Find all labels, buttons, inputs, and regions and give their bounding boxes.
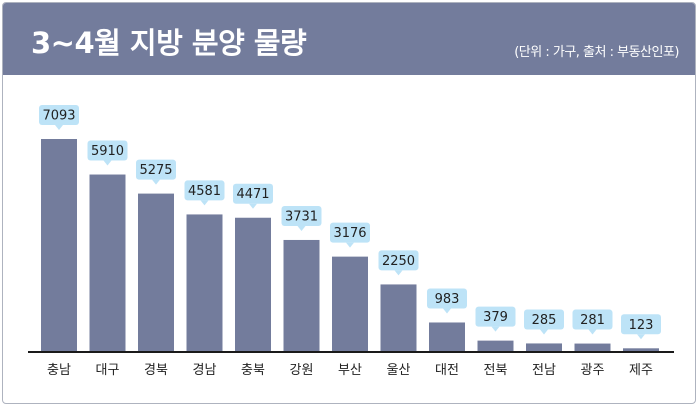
data-label-충북: 4471 bbox=[233, 183, 273, 209]
data-label-충남: 7093 bbox=[39, 105, 79, 130]
data-label-부산: 3176 bbox=[330, 222, 370, 248]
tick-label-경남: 경남 bbox=[193, 363, 217, 378]
chart-card: 3~4월 지방 분양 물량 (단위 : 가구, 출처 : 부동산인포) 7093… bbox=[2, 2, 696, 404]
bar-경남 bbox=[186, 214, 223, 352]
bar-강원 bbox=[283, 239, 320, 352]
tick-label-대전: 대전 bbox=[435, 363, 459, 378]
bar-chart: 7093 충남 5910 대구 5275 경북 4581 경남 4471 충북 3731 강원 3176… bbox=[28, 105, 674, 378]
svg-text:5910: 5910 bbox=[91, 144, 124, 159]
data-label-전북: 379 bbox=[475, 306, 516, 332]
data-label-울산: 2250 bbox=[378, 250, 419, 276]
data-label-대구: 5910 bbox=[87, 140, 128, 166]
svg-text:281: 281 bbox=[580, 313, 605, 328]
svg-text:983: 983 bbox=[435, 292, 460, 307]
data-label-강원: 3731 bbox=[281, 205, 322, 231]
tick-label-전남: 전남 bbox=[532, 363, 556, 378]
tick-label-부산: 부산 bbox=[338, 363, 362, 378]
tick-label-경북: 경북 bbox=[144, 363, 168, 378]
chart-title: 3~4월 지방 분양 물량 bbox=[31, 26, 307, 60]
chart-header: 3~4월 지방 분양 물량 (단위 : 가구, 출처 : 부동산인포) bbox=[3, 3, 695, 75]
svg-text:379: 379 bbox=[483, 310, 508, 325]
tick-label-제주: 제주 bbox=[629, 363, 653, 378]
tick-label-전북: 전북 bbox=[484, 363, 508, 378]
data-label-전남: 285 bbox=[524, 309, 564, 335]
data-label-제주: 123 bbox=[621, 314, 661, 340]
data-label-대전: 983 bbox=[427, 288, 467, 314]
bar-전북 bbox=[477, 340, 514, 352]
svg-text:7093: 7093 bbox=[42, 109, 75, 124]
bar-대전 bbox=[429, 322, 465, 352]
svg-text:3176: 3176 bbox=[333, 226, 366, 241]
bar-대구 bbox=[89, 174, 126, 352]
tick-label-울산: 울산 bbox=[387, 363, 411, 378]
svg-text:123: 123 bbox=[629, 318, 654, 333]
tick-label-강원: 강원 bbox=[290, 363, 314, 378]
svg-text:285: 285 bbox=[532, 313, 557, 328]
tick-label-충남: 충남 bbox=[47, 363, 71, 378]
bar-울산 bbox=[380, 284, 417, 352]
svg-text:4471: 4471 bbox=[236, 187, 269, 202]
tick-label-충북: 충북 bbox=[241, 363, 265, 378]
data-label-광주: 281 bbox=[572, 309, 613, 335]
bar-제주 bbox=[623, 348, 659, 352]
data-label-경남: 4581 bbox=[184, 180, 225, 206]
bar-광주 bbox=[574, 343, 611, 352]
bar-전남 bbox=[526, 343, 562, 352]
bar-부산 bbox=[332, 256, 368, 352]
tick-label-광주: 광주 bbox=[581, 363, 605, 378]
svg-text:3731: 3731 bbox=[285, 209, 318, 224]
tick-label-대구: 대구 bbox=[96, 363, 120, 378]
svg-text:4581: 4581 bbox=[188, 184, 221, 199]
bar-충남 bbox=[41, 139, 77, 352]
svg-text:5275: 5275 bbox=[139, 163, 172, 178]
bar-충북 bbox=[235, 217, 271, 352]
svg-text:2250: 2250 bbox=[382, 254, 415, 269]
bar-경북 bbox=[138, 193, 174, 352]
unit-source-note: (단위 : 가구, 출처 : 부동산인포) bbox=[514, 45, 679, 60]
data-label-경북: 5275 bbox=[136, 159, 176, 185]
